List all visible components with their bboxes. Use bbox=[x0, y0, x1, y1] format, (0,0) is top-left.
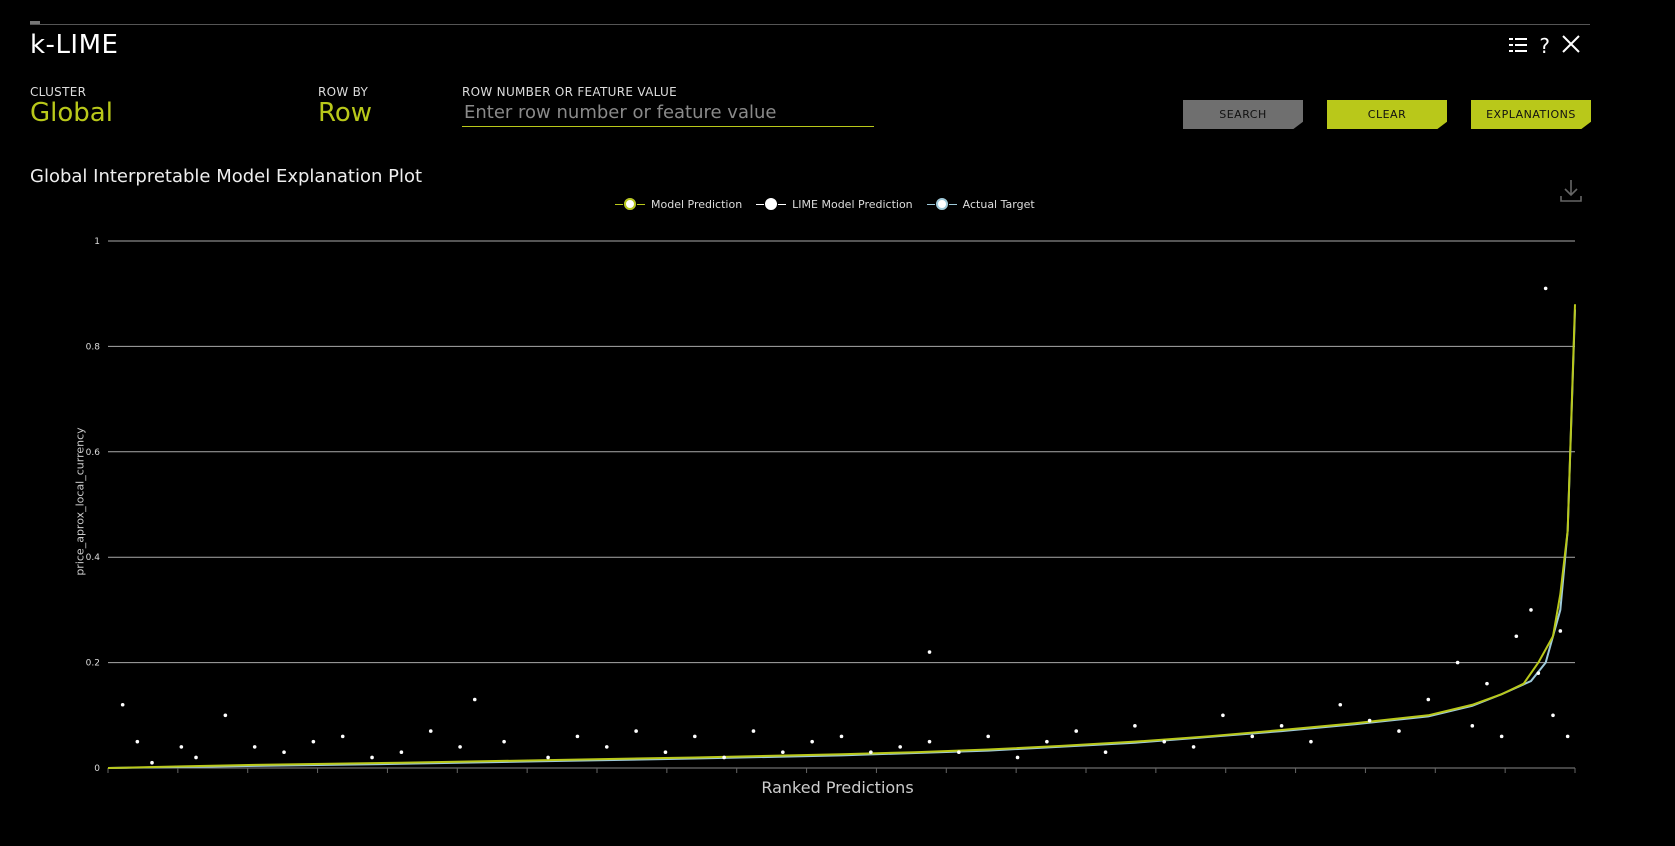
y-tick-label: 1 bbox=[94, 237, 100, 247]
lime-point bbox=[1192, 745, 1196, 749]
lime-point bbox=[576, 735, 580, 739]
lime-point bbox=[546, 756, 550, 760]
lime-point bbox=[1471, 724, 1475, 728]
lime-point bbox=[1544, 287, 1548, 291]
lime-point bbox=[341, 735, 345, 739]
legend-item-model[interactable]: Model Prediction bbox=[615, 197, 742, 211]
app-title: k-LIME bbox=[30, 30, 118, 60]
search-button[interactable]: SEARCH bbox=[1183, 100, 1303, 129]
lime-point bbox=[458, 745, 462, 749]
lime-point bbox=[928, 740, 932, 744]
lime-point bbox=[1529, 608, 1533, 612]
lime-point bbox=[502, 740, 506, 744]
download-icon[interactable] bbox=[1558, 178, 1584, 204]
explanations-button[interactable]: EXPLANATIONS bbox=[1471, 100, 1591, 129]
lime-point bbox=[1309, 740, 1313, 744]
lime-point bbox=[253, 745, 257, 749]
lime-point bbox=[840, 735, 844, 739]
lime-point bbox=[1456, 661, 1460, 665]
y-tick-label: 0.8 bbox=[86, 342, 101, 352]
lime-point bbox=[1045, 740, 1049, 744]
lime-point bbox=[781, 750, 785, 754]
lime-point bbox=[898, 745, 902, 749]
lime-point bbox=[1162, 740, 1166, 744]
legend-label-lime: LIME Model Prediction bbox=[792, 198, 912, 211]
lime-point bbox=[1016, 756, 1020, 760]
y-tick-label: 0.4 bbox=[86, 553, 101, 563]
lime-point bbox=[1559, 629, 1563, 633]
rowby-select[interactable]: Row bbox=[318, 98, 372, 128]
lime-point bbox=[1397, 729, 1401, 733]
scatter-chart: 0 0.2 0.4 0.6 0.8 1 bbox=[0, 220, 1675, 780]
lime-point bbox=[1250, 735, 1254, 739]
lime-point bbox=[429, 729, 433, 733]
lime-point bbox=[370, 756, 374, 760]
lime-point bbox=[810, 740, 814, 744]
lime-point bbox=[693, 735, 697, 739]
series-line-model-prediction bbox=[108, 304, 1575, 768]
grid-icon[interactable] bbox=[1509, 34, 1527, 58]
x-axis-label: Ranked Predictions bbox=[0, 778, 1675, 797]
lime-point bbox=[473, 698, 477, 702]
lime-point bbox=[957, 750, 961, 754]
lime-point bbox=[194, 756, 198, 760]
chart-legend: Model Prediction LIME Model Prediction A… bbox=[615, 197, 1035, 211]
help-icon[interactable]: ? bbox=[1539, 34, 1550, 58]
legend-label-model: Model Prediction bbox=[651, 198, 742, 211]
lime-point bbox=[1368, 719, 1372, 723]
lime-point bbox=[869, 750, 873, 754]
lime-point bbox=[1551, 714, 1555, 718]
rowby-label: ROW BY bbox=[318, 85, 368, 99]
legend-label-actual: Actual Target bbox=[963, 198, 1035, 211]
lime-point bbox=[180, 745, 184, 749]
y-tick-label: 0 bbox=[94, 764, 100, 774]
clear-button[interactable]: CLEAR bbox=[1327, 100, 1447, 129]
lime-point bbox=[1566, 735, 1570, 739]
lime-point bbox=[634, 729, 638, 733]
lime-point bbox=[1280, 724, 1284, 728]
y-tick-label: 0.2 bbox=[86, 659, 100, 669]
lime-point bbox=[150, 761, 154, 765]
lime-point bbox=[1338, 703, 1342, 707]
search-input[interactable] bbox=[462, 98, 874, 127]
legend-item-lime[interactable]: LIME Model Prediction bbox=[756, 197, 912, 211]
top-divider bbox=[30, 24, 1590, 25]
plot-title: Global Interpretable Model Explanation P… bbox=[30, 166, 422, 187]
lime-point bbox=[752, 729, 756, 733]
y-tick-label: 0.6 bbox=[86, 448, 101, 458]
lime-point bbox=[1104, 750, 1108, 754]
y-axis-label: price_aprox_local_currency bbox=[74, 402, 87, 602]
search-label: ROW NUMBER OR FEATURE VALUE bbox=[462, 85, 677, 99]
lime-point bbox=[928, 650, 932, 654]
lime-point bbox=[722, 756, 726, 760]
lime-point bbox=[664, 750, 668, 754]
lime-point bbox=[1537, 671, 1541, 675]
lime-point bbox=[1427, 698, 1431, 702]
lime-point bbox=[312, 740, 316, 744]
lime-point bbox=[136, 740, 140, 744]
header-icons: ? bbox=[1509, 34, 1580, 58]
cluster-label: CLUSTER bbox=[30, 85, 86, 99]
lime-point bbox=[605, 745, 609, 749]
series-line-actual-target bbox=[108, 310, 1575, 768]
lime-point bbox=[400, 750, 404, 754]
lime-point bbox=[282, 750, 286, 754]
lime-point bbox=[1221, 714, 1225, 718]
lime-point bbox=[121, 703, 125, 707]
lime-point bbox=[986, 735, 990, 739]
lime-point bbox=[224, 714, 228, 718]
lime-point bbox=[1485, 682, 1489, 686]
lime-point bbox=[1515, 634, 1519, 638]
lime-point bbox=[1500, 735, 1504, 739]
close-icon[interactable] bbox=[1562, 34, 1580, 58]
lime-point bbox=[1074, 729, 1078, 733]
cluster-select[interactable]: Global bbox=[30, 98, 113, 128]
lime-point bbox=[1133, 724, 1137, 728]
legend-item-actual[interactable]: Actual Target bbox=[927, 197, 1035, 211]
